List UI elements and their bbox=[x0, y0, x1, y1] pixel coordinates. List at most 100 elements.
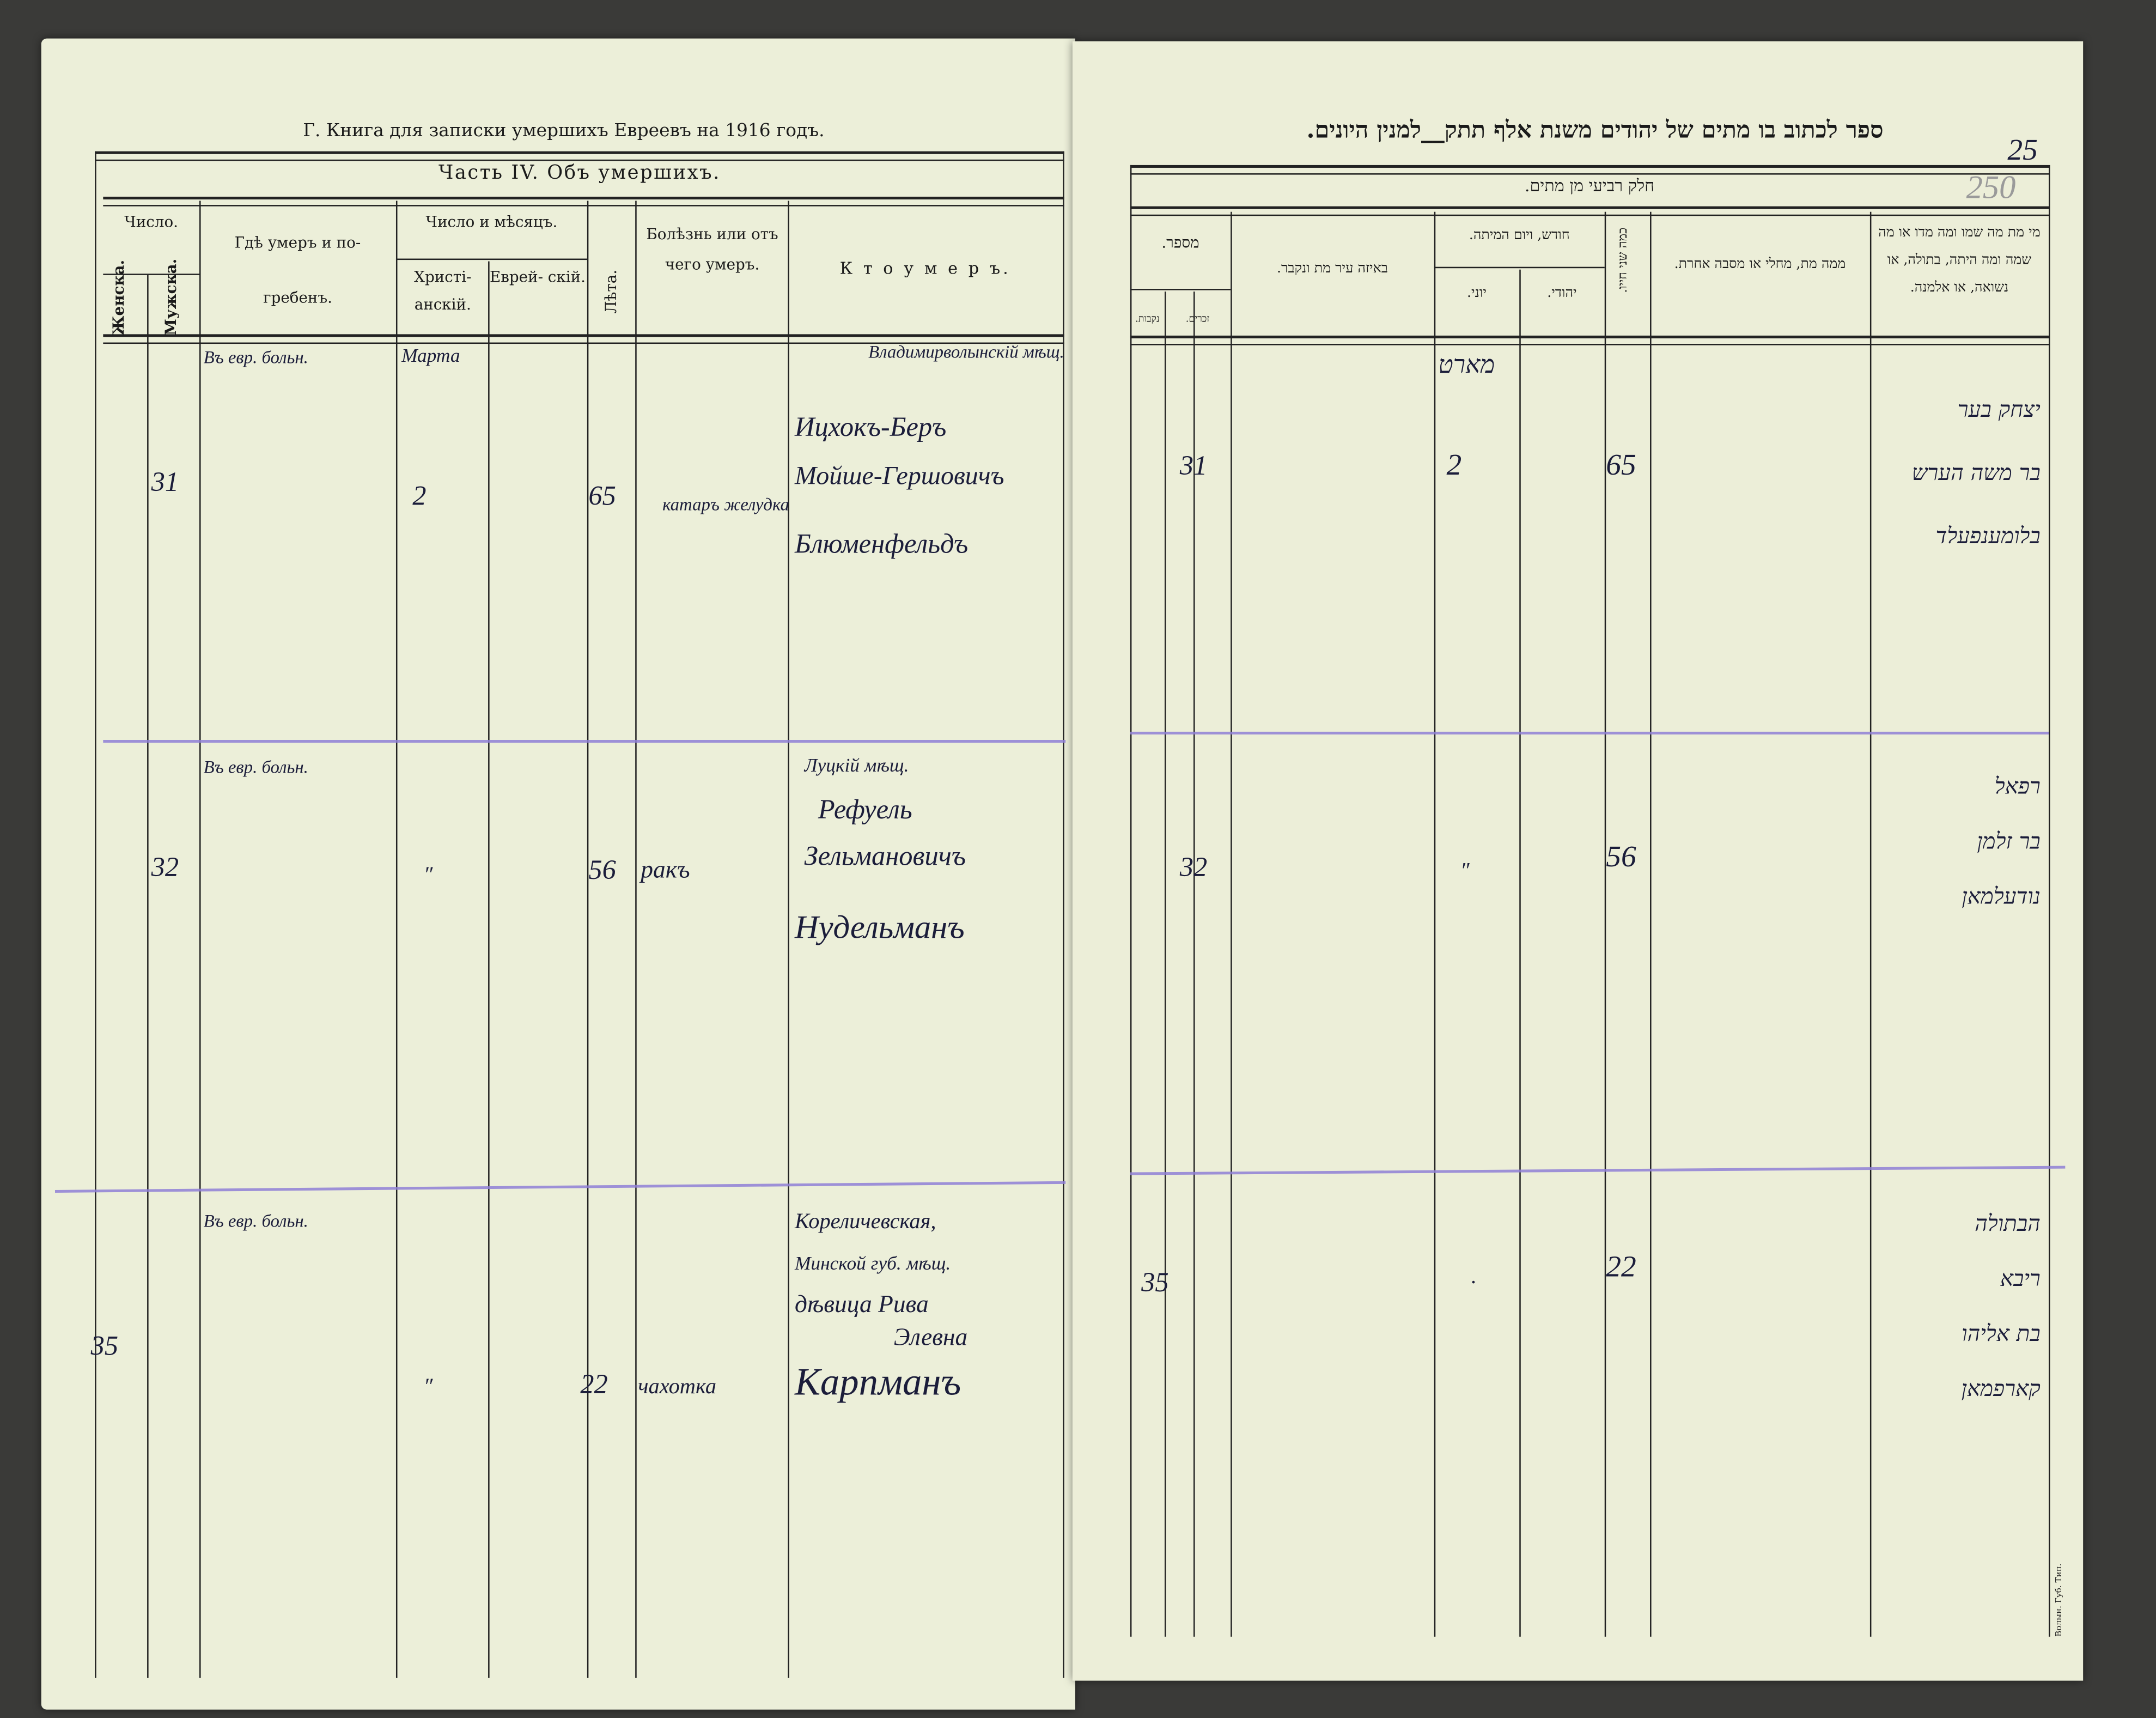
divider bbox=[1434, 211, 1436, 1637]
header-number: Число. bbox=[124, 213, 179, 232]
header-who: מי מת מה שמו ומה מדו או מה שמה ומה היתה,… bbox=[1878, 225, 2041, 296]
divider bbox=[1130, 165, 1132, 1637]
cell-greek-day: ″ bbox=[1460, 859, 1470, 883]
cell-who: Луцкій мѣщ. bbox=[804, 756, 909, 778]
header-date: Число и мѣсяцъ. bbox=[425, 213, 558, 232]
who-line: בת אליהו bbox=[1962, 1320, 2041, 1347]
cell-age: 56 bbox=[1606, 839, 1636, 873]
cell-who: יצחק בער בר משה הערש בלומענפעלד bbox=[1875, 378, 2041, 568]
divider bbox=[2049, 165, 2050, 1637]
rule bbox=[1130, 165, 2049, 175]
who-line: יצחק בער bbox=[1957, 396, 2041, 422]
header-male: Мужска. bbox=[162, 258, 180, 336]
who-line: בר זלמן bbox=[1977, 828, 2041, 854]
section-title-hebrew: חלק רביעי מן מתים. bbox=[1524, 176, 1655, 196]
divider bbox=[199, 201, 201, 1678]
cell-place: Въ евр. больн. bbox=[203, 1210, 308, 1231]
running-title: Г. Книга для записки умершихъ Евреевъ на… bbox=[303, 121, 825, 142]
cell-female: 35 bbox=[90, 1331, 119, 1362]
cell-who: Блюменфельдъ bbox=[794, 529, 969, 560]
who-line: רפאל bbox=[1994, 773, 2041, 799]
cell-day: ″ bbox=[423, 1375, 433, 1399]
row-separator bbox=[103, 740, 1066, 743]
divider bbox=[147, 275, 149, 1678]
header-cause: ממה מת, מחלי או מסבה אחרת. bbox=[1674, 257, 1846, 272]
cell-place: Въ евр. больн. bbox=[203, 756, 308, 778]
who-line: נודעלמאן bbox=[1962, 883, 2041, 909]
divider bbox=[635, 201, 637, 1678]
divider bbox=[395, 201, 398, 1678]
cell-age: 56 bbox=[588, 855, 616, 886]
who-line: ריבא bbox=[2000, 1265, 2041, 1292]
header-place: Гдѣ умеръ и по- bbox=[234, 234, 361, 252]
header-date: חודש, ויום המיתה. bbox=[1469, 228, 1570, 244]
page-number: 25 bbox=[2007, 132, 2038, 167]
rule bbox=[103, 196, 1064, 207]
running-title-hebrew: ספר לכתוב בו מתים של יהודים משנת אלף תתק… bbox=[1306, 117, 1884, 145]
cell-disease: ракъ bbox=[641, 855, 690, 883]
header-who: К т о у м е р ъ. bbox=[839, 258, 1011, 278]
cell-who: Рефуель bbox=[818, 794, 912, 825]
rule bbox=[1434, 266, 1605, 269]
cell-age: 22 bbox=[1606, 1248, 1636, 1284]
who-line: בלומענפעלד bbox=[1935, 523, 2041, 549]
cell-who: Ицхокъ-Беръ bbox=[794, 412, 947, 443]
rule bbox=[1130, 335, 2049, 345]
divider bbox=[1604, 211, 1606, 1637]
divider bbox=[1650, 211, 1652, 1637]
divider bbox=[788, 201, 789, 1678]
cell-who: Элевна bbox=[893, 1323, 968, 1351]
divider bbox=[95, 151, 96, 1678]
divider bbox=[1193, 292, 1195, 1637]
table-top-rule bbox=[95, 151, 1064, 161]
left-page bbox=[41, 38, 1075, 1710]
cell-disease: катаръ желудка bbox=[662, 494, 789, 515]
divider bbox=[1869, 211, 1872, 1637]
rule bbox=[1130, 289, 1231, 290]
header-christian: Христі- анскій. bbox=[414, 268, 472, 314]
cell-disease: чахотка bbox=[638, 1375, 717, 1399]
divider bbox=[1231, 211, 1232, 1637]
cell-males: 32 bbox=[1179, 853, 1208, 883]
header-jewish: Еврей- скій. bbox=[489, 268, 586, 287]
cell-who: Зельмановичъ bbox=[804, 841, 966, 872]
header-greek: יוני. bbox=[1467, 286, 1487, 301]
cell-age: 65 bbox=[1606, 447, 1636, 482]
cell-place: Въ евр. больн. bbox=[203, 347, 308, 367]
cell-male: 32 bbox=[151, 853, 179, 883]
row-separator bbox=[1130, 731, 2049, 734]
who-line: בר משה הערש bbox=[1911, 459, 2041, 486]
header-females: נקבות. bbox=[1135, 313, 1160, 325]
divider bbox=[587, 201, 589, 1678]
header-place-2: гребенъ. bbox=[263, 289, 332, 307]
cell-age: 22 bbox=[580, 1370, 608, 1400]
cell-male: 31 bbox=[151, 468, 179, 498]
who-line: הבתולה bbox=[1975, 1210, 2041, 1237]
cell-day: 2 bbox=[412, 481, 427, 512]
header-age: Лѣта. bbox=[602, 269, 620, 314]
rule bbox=[1130, 206, 2049, 216]
cell-greek-day: . bbox=[1471, 1265, 1477, 1289]
cell-who: Мойше-Гершовичъ bbox=[794, 462, 1004, 491]
cell-females: 35 bbox=[1141, 1268, 1169, 1298]
header-males: זכרים. bbox=[1185, 313, 1210, 325]
cell-month: Марта bbox=[401, 347, 460, 367]
pencil-number: 250 bbox=[1966, 171, 2016, 207]
header-place: באיזה עיר מת ונקבר. bbox=[1276, 261, 1388, 277]
header-hebrew: יהודי. bbox=[1547, 286, 1577, 301]
cell-males: 31 bbox=[1179, 451, 1208, 482]
header-count: מספר. bbox=[1161, 234, 1199, 252]
header-age: כמה שני חייו. bbox=[1617, 227, 1631, 293]
cell-day: ″ bbox=[423, 864, 433, 888]
divider bbox=[1063, 151, 1064, 1678]
cell-who: Минской губ. мѣщ. bbox=[794, 1254, 951, 1275]
cell-who: Нудельманъ bbox=[794, 910, 965, 946]
rule bbox=[103, 334, 1064, 344]
header-female: Женска. bbox=[109, 259, 128, 336]
cell-greek-month: מארט bbox=[1438, 350, 1495, 380]
divider bbox=[1519, 269, 1521, 1637]
right-page bbox=[1072, 41, 2084, 1681]
cell-who: הבתולה ריבא בת אליהו קארפמאן bbox=[1875, 1197, 2041, 1417]
section-title: Часть IV. Объ умершихъ. bbox=[438, 162, 721, 185]
rule bbox=[395, 258, 587, 260]
